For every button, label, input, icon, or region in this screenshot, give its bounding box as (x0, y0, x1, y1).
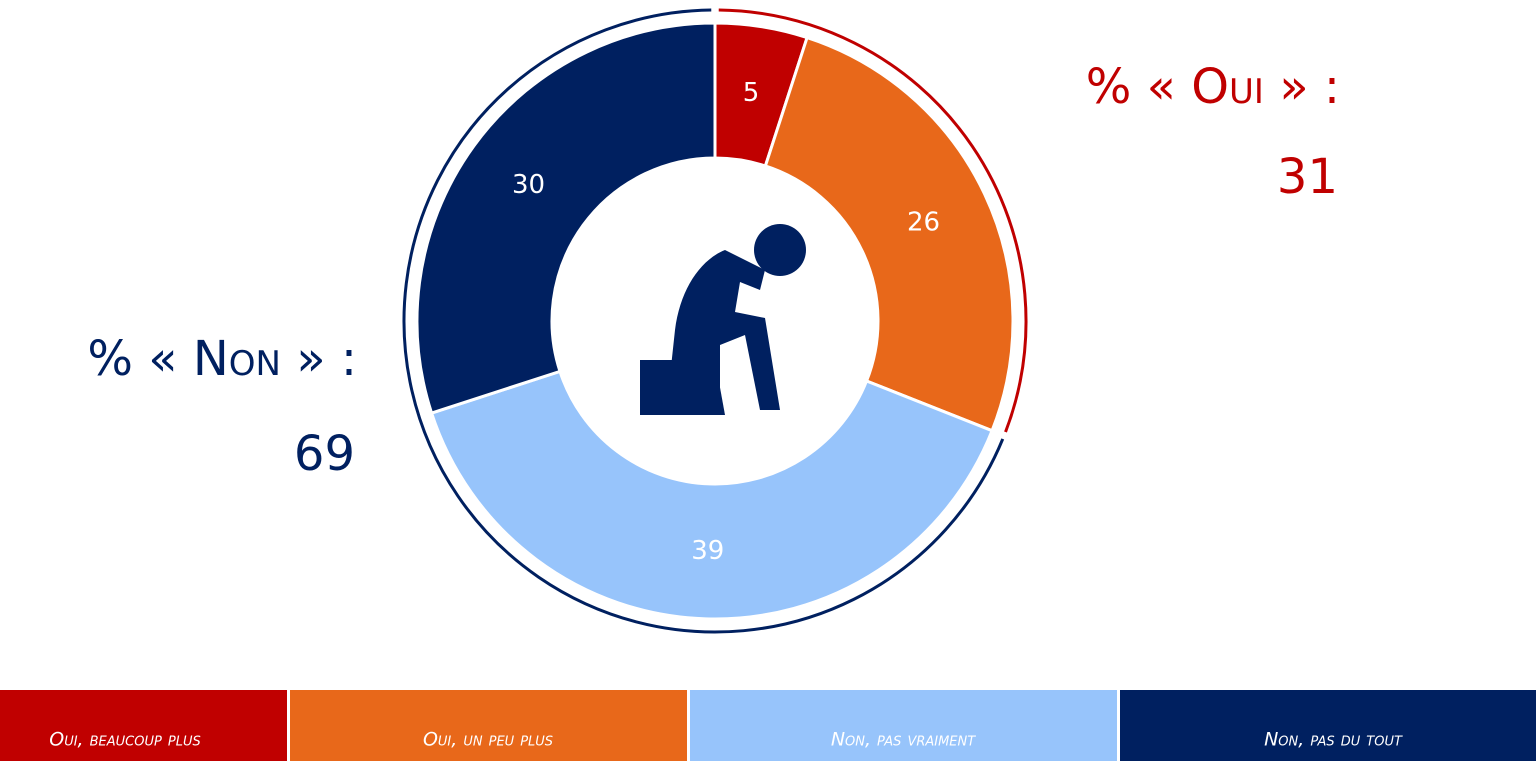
legend-label: Oui, beaucoup plus (49, 729, 200, 751)
data-label: 30 (512, 170, 545, 200)
slice (429, 369, 995, 621)
annotation-title: % « Oui » : (1086, 59, 1340, 115)
legend-label: Non, pas du tout (1264, 729, 1403, 751)
data-label: 26 (907, 207, 940, 237)
donut: 5 26 39 30 % « Oui » : 31 % « Non » : 69 Oui, be… (0, 8, 1536, 761)
legend-swatch (290, 690, 687, 761)
annotation-title: % « Non » : (87, 331, 357, 387)
legend-label: Non, pas vraiment (831, 729, 976, 751)
legend-label: Oui, un peu plus (423, 729, 553, 751)
slice (415, 21, 717, 415)
data-label: 39 (691, 536, 724, 566)
legend-swatch (1120, 690, 1536, 761)
group-arc (402, 8, 1005, 634)
annotation-value: 69 (294, 426, 355, 482)
legend-swatch (0, 690, 287, 761)
group-arc (718, 8, 1028, 433)
icon-person (640, 224, 806, 415)
slice (763, 35, 1015, 433)
legend-swatch (690, 690, 1117, 761)
data-label: 5 (743, 78, 760, 108)
annotation-value: 31 (1277, 149, 1338, 205)
